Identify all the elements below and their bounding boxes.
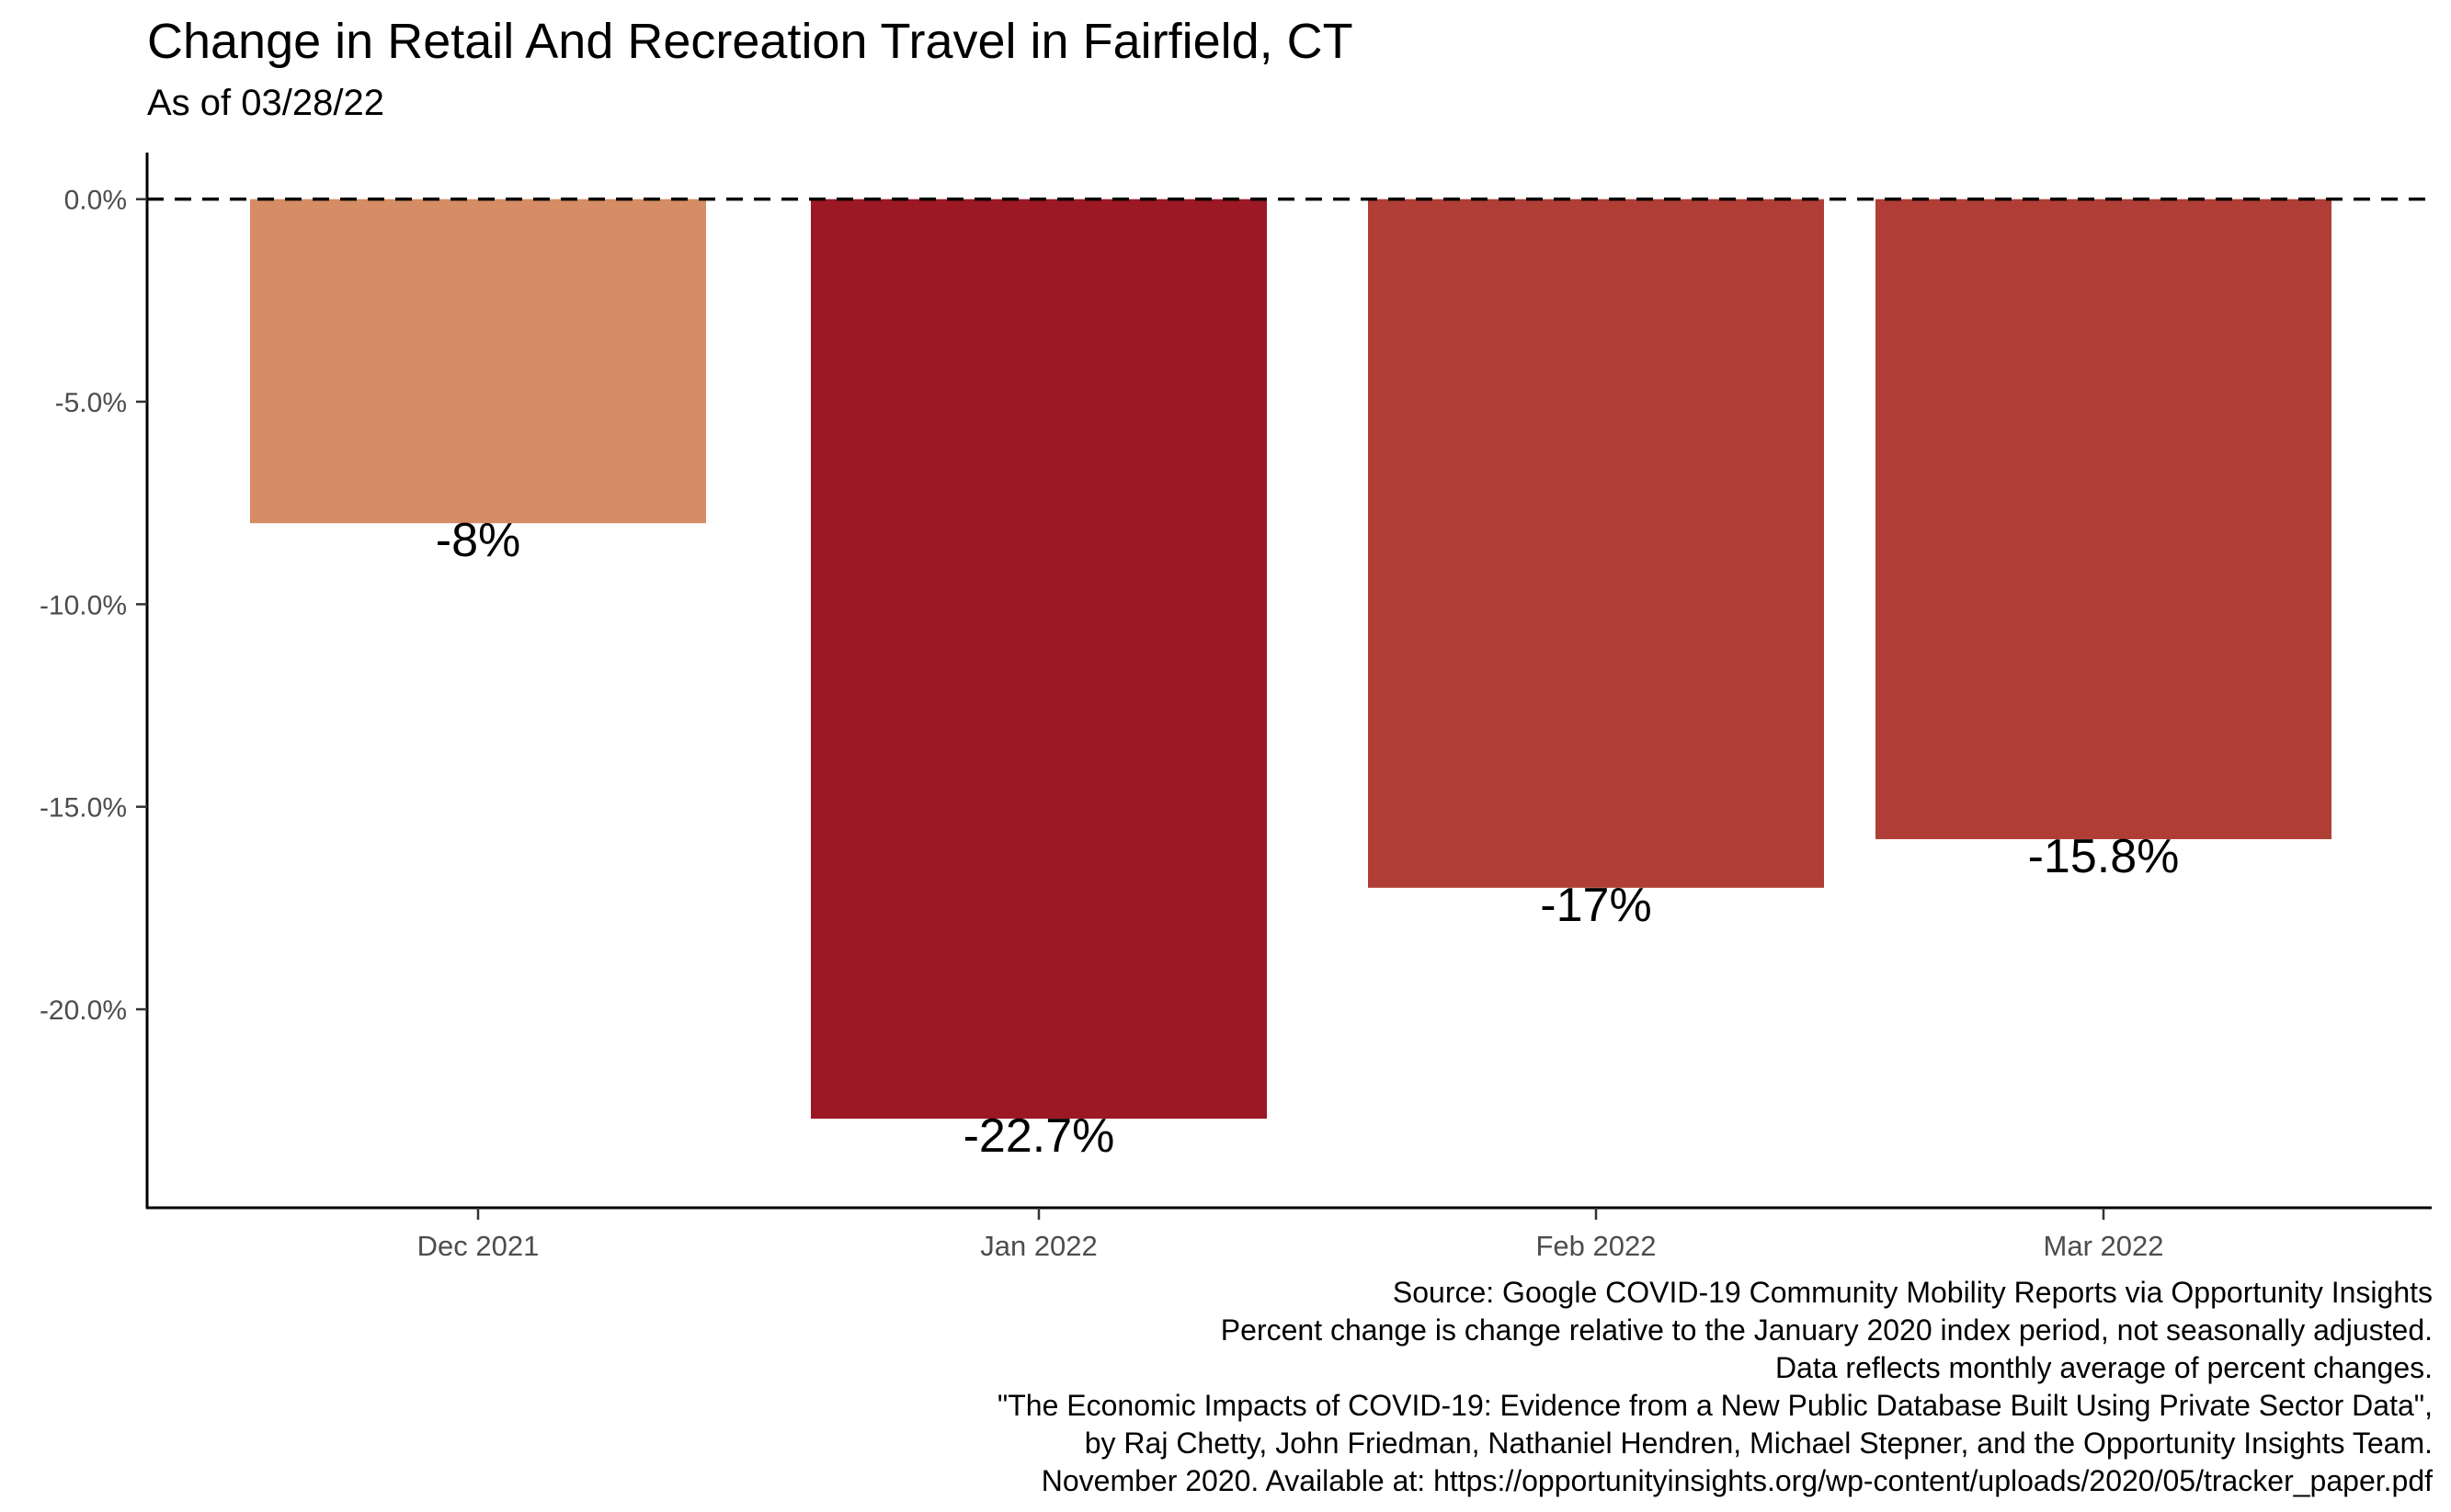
data-label: -22.7% xyxy=(963,1109,1115,1163)
chart-subtitle: As of 03/28/22 xyxy=(147,83,384,123)
bar-jan-2022 xyxy=(811,199,1267,1120)
bar-dec-2021 xyxy=(250,199,706,524)
bar-feb-2022 xyxy=(1368,199,1824,888)
bars-layer xyxy=(250,199,2331,1120)
x-tick-label: Feb 2022 xyxy=(1536,1230,1657,1262)
y-tick-label: -5.0% xyxy=(55,388,127,418)
data-label: -17% xyxy=(1540,879,1651,932)
y-tick-label: -15.0% xyxy=(40,793,127,824)
y-tick-label: -10.0% xyxy=(40,590,127,620)
caption-line: "The Economic Impacts of COVID-19: Evide… xyxy=(997,1389,2433,1422)
chart-title: Change in Retail And Recreation Travel i… xyxy=(147,14,1353,69)
data-labels-layer: -8% -22.7% -17% -15.8% xyxy=(436,514,2180,1163)
caption-line: November 2020. Available at: https://opp… xyxy=(1041,1464,2433,1497)
caption-line: by Raj Chetty, John Friedman, Nathaniel … xyxy=(1084,1427,2433,1460)
caption-line: Percent change is change relative to the… xyxy=(1220,1313,2433,1347)
caption: Source: Google COVID-19 Community Mobili… xyxy=(998,1274,2433,1500)
caption-line: Source: Google COVID-19 Community Mobili… xyxy=(1392,1276,2433,1309)
data-label: -15.8% xyxy=(2028,830,2180,883)
caption-line: Data reflects monthly average of percent… xyxy=(1774,1351,2433,1384)
x-tick-label: Dec 2021 xyxy=(417,1230,540,1262)
x-tick-label: Mar 2022 xyxy=(2044,1230,2164,1262)
x-tick-label: Jan 2022 xyxy=(980,1230,1098,1262)
axes-layer: 0.0% -5.0% -10.0% -15.0% -20.0% Dec 2021 Jan 2… xyxy=(40,153,2432,1262)
bar-mar-2022 xyxy=(1875,199,2331,839)
y-tick-label: -20.0% xyxy=(40,995,127,1026)
data-label: -8% xyxy=(436,514,520,567)
y-tick-label: 0.0% xyxy=(64,186,127,216)
